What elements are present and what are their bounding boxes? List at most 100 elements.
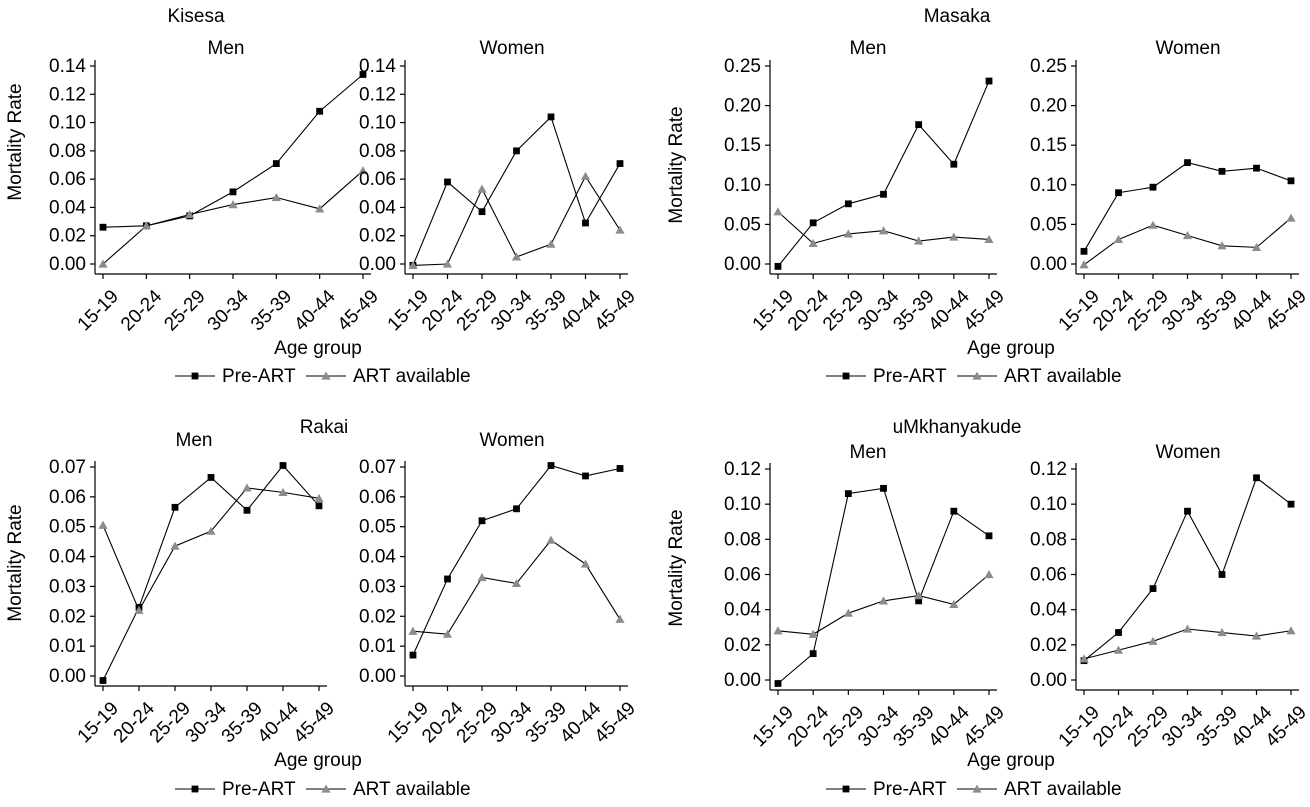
data-point — [99, 223, 107, 231]
data-point — [272, 160, 280, 167]
data-point — [1079, 260, 1089, 269]
y-tick-label: 0.02 — [359, 226, 396, 247]
data-point — [206, 526, 216, 535]
y-tick-label: 0.04 — [359, 197, 396, 218]
y-tick-label: 0.08 — [359, 141, 396, 162]
data-point — [358, 166, 368, 175]
y-tick-label: 0.06 — [359, 169, 396, 190]
data-point — [950, 160, 958, 168]
x-tick-label: 15-19 — [74, 286, 123, 335]
y-tick-label: 0.06 — [1030, 565, 1067, 586]
site-title: uMkhanyakude — [893, 417, 1022, 438]
x-tick-label: 20-24 — [117, 286, 167, 336]
data-point — [843, 608, 853, 617]
y-tick-label: 0.12 — [724, 459, 761, 480]
x-tick-label: 45-49 — [960, 702, 1009, 751]
y-tick-label: 0.00 — [1030, 254, 1067, 275]
data-point — [844, 490, 852, 498]
data-point — [843, 229, 853, 238]
y-tick-label: 0.10 — [1030, 175, 1067, 196]
y-tick-label: 0.04 — [359, 547, 396, 568]
data-point — [914, 236, 924, 245]
data-point — [408, 260, 418, 270]
data-point — [950, 507, 958, 515]
y-axis-label: Mortality Rate — [666, 509, 687, 626]
x-tick-label: 25-29 — [146, 698, 195, 747]
y-axis-label: Mortality Rate — [5, 504, 26, 621]
data-point — [442, 629, 453, 638]
series-line — [1083, 476, 1292, 662]
y-tick-label: 0.12 — [359, 84, 396, 105]
legend-item-art-available: ART available — [957, 366, 1122, 387]
data-point — [278, 487, 288, 496]
data-point — [243, 506, 251, 514]
data-point — [442, 259, 453, 268]
data-point — [477, 572, 487, 582]
panel-title: Women — [1155, 442, 1220, 463]
data-point — [1253, 474, 1260, 482]
data-point — [880, 484, 887, 492]
legend-label: ART available — [1004, 779, 1122, 800]
x-tick-label: 45-49 — [960, 286, 1009, 335]
data-point — [878, 226, 889, 235]
y-tick-label: 0.01 — [359, 636, 396, 657]
data-point — [808, 238, 818, 248]
data-point — [408, 626, 418, 635]
data-point — [1184, 507, 1191, 515]
y-axis-label: Mortality Rate — [5, 83, 26, 200]
y-tick-label: 0.00 — [49, 254, 86, 275]
y-tick-label: 0.00 — [359, 666, 396, 687]
data-point — [511, 252, 522, 261]
data-point — [580, 171, 591, 180]
data-point — [134, 605, 144, 614]
data-point — [1080, 247, 1088, 255]
data-point — [774, 262, 782, 270]
panel-title: Men — [850, 442, 887, 463]
legend-item-pre-art: Pre-ART — [175, 779, 296, 800]
data-point — [844, 200, 852, 208]
y-tick-label: 0.02 — [724, 635, 761, 656]
y-tick-label: 0.02 — [359, 606, 396, 627]
data-point — [1217, 628, 1227, 637]
x-tick-label: 30-34 — [204, 286, 254, 336]
site-title: Kisesa — [167, 6, 224, 27]
series-art-available — [1079, 213, 1296, 269]
data-point — [171, 503, 179, 511]
y-tick-label: 0.08 — [724, 529, 761, 550]
data-point — [949, 599, 959, 608]
y-tick-label: 0.10 — [359, 113, 396, 134]
data-point — [808, 629, 818, 638]
y-tick-label: 0.04 — [49, 197, 86, 218]
y-tick-label: 0.00 — [49, 666, 86, 687]
x-tick-label: 35-39 — [247, 286, 296, 335]
panel-women: Women0.000.020.040.060.080.100.1215-1920… — [1030, 442, 1310, 751]
data-point — [616, 160, 624, 167]
series-line — [777, 487, 990, 684]
panel-title: Women — [479, 38, 544, 59]
data-point — [1218, 571, 1226, 578]
panel-women: Women0.000.020.040.060.080.100.120.1415-… — [359, 38, 640, 335]
data-point — [511, 578, 522, 588]
data-point — [98, 520, 108, 529]
series-pre-art — [409, 462, 624, 659]
series-art-available — [1079, 624, 1296, 663]
data-point — [444, 575, 451, 583]
y-tick-label: 0.10 — [1030, 494, 1067, 515]
panel-women: Women0.000.050.100.150.200.2515-1920-242… — [1030, 38, 1310, 335]
data-point — [1079, 654, 1089, 663]
legend-label: Pre-ART — [873, 366, 947, 387]
series-art-available — [773, 570, 994, 638]
data-point — [316, 107, 324, 115]
data-point — [774, 680, 782, 687]
panel-title: Women — [479, 430, 544, 451]
data-point — [616, 465, 624, 472]
data-point — [809, 650, 817, 658]
legend-label: Pre-ART — [222, 779, 296, 800]
panel-title: Men — [176, 430, 213, 451]
data-point — [985, 532, 993, 540]
data-point — [99, 677, 107, 684]
y-tick-label: 0.10 — [49, 113, 86, 134]
legend: Pre-ART ART available — [175, 779, 471, 800]
panel-title: Men — [208, 38, 245, 59]
series-pre-art — [1080, 159, 1295, 255]
